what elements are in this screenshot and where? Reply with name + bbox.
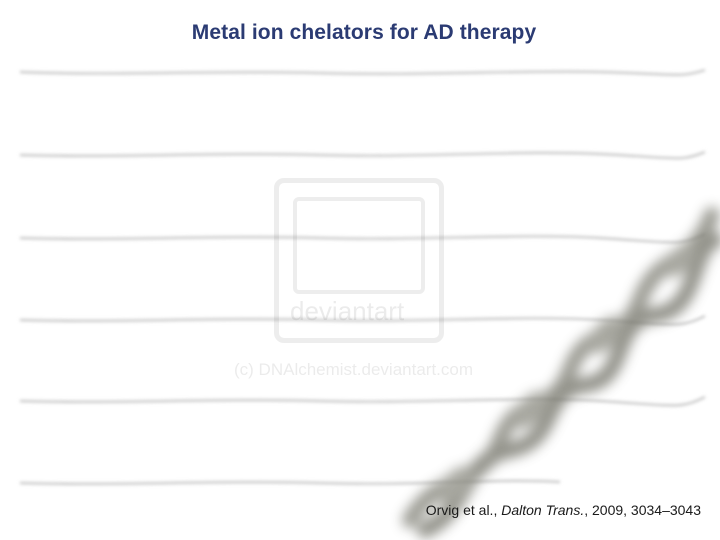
dna-helix-decoration (402, 207, 720, 538)
citation-authors: Orvig et al., (425, 502, 502, 518)
wavy-lines (19, 68, 706, 485)
watermark-logo-inner (293, 197, 425, 294)
watermark-site-text: deviantart (290, 296, 405, 326)
watermark-credit-text: (c) DNAlchemist.deviantart.com (234, 360, 474, 379)
wave-line-3 (19, 233, 706, 244)
citation-details: , 2009, 3034–3043 (584, 502, 701, 518)
watermark: deviantart (c) DNAlchemist.deviantart.co… (232, 178, 492, 383)
watermark-logo (274, 178, 444, 343)
citation-journal: Dalton Trans. (501, 502, 585, 518)
wave-line-6 (19, 479, 561, 485)
wave-line-5 (19, 396, 706, 407)
wave-line-2 (19, 150, 706, 160)
wave-line-4 (19, 315, 706, 326)
wave-line-1 (19, 68, 706, 76)
slide-title: Metal ion chelators for AD therapy (191, 21, 537, 44)
citation: Orvig et al., Dalton Trans., 2009, 3034–… (426, 502, 701, 518)
